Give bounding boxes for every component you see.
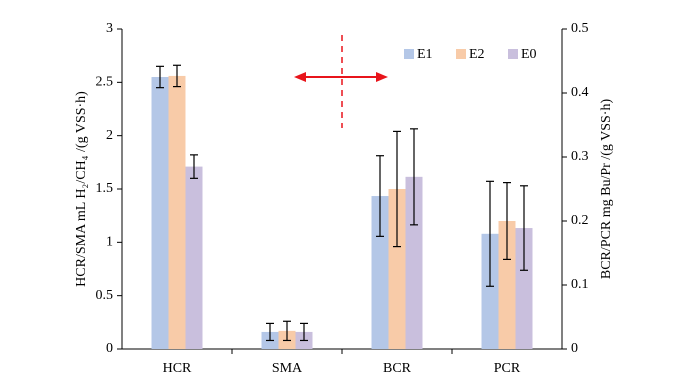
error-bar xyxy=(486,180,494,287)
legend-label: E0 xyxy=(521,47,537,62)
y-tick-label: 0.5 xyxy=(96,288,114,303)
bar xyxy=(371,196,389,349)
y2-tick-label: 0.3 xyxy=(571,149,589,164)
legend-swatch xyxy=(508,49,518,59)
legend-label: E2 xyxy=(469,47,485,62)
bar xyxy=(405,176,423,349)
y2-tick-label: 0.5 xyxy=(571,21,589,36)
y2-tick-label: 0.4 xyxy=(571,85,589,100)
y-tick-label: 1.5 xyxy=(96,181,114,196)
x-tick-label: PCR xyxy=(494,361,521,376)
y-tick-label: 0 xyxy=(106,341,113,356)
error-bar xyxy=(173,64,181,88)
y2-axis-label: BCR/PCR mg Bu/Pr /(g VSS·h) xyxy=(599,99,614,280)
bar xyxy=(481,233,499,349)
bar xyxy=(388,189,406,349)
y-axis-label: HCR/SMA mL H₂/CH₄ /(g VSS·h) xyxy=(74,91,89,287)
error-bar xyxy=(393,130,401,248)
y2-tick-label: 0 xyxy=(571,341,578,356)
bar xyxy=(185,166,203,349)
legend-swatch xyxy=(404,49,414,59)
y-tick-label: 3 xyxy=(106,21,113,36)
error-bar xyxy=(300,322,308,342)
error-bar xyxy=(520,185,528,271)
bar xyxy=(515,228,533,349)
x-tick-label: BCR xyxy=(383,361,412,376)
error-bar xyxy=(266,322,274,342)
bar xyxy=(498,221,516,349)
y-tick-label: 1 xyxy=(106,235,113,250)
y2-tick-label: 0.1 xyxy=(571,277,589,292)
bar xyxy=(168,75,186,349)
error-bar xyxy=(410,128,418,226)
error-bar xyxy=(503,182,511,260)
double-arrow xyxy=(294,72,388,82)
error-bar xyxy=(156,65,164,89)
y-tick-label: 2 xyxy=(106,128,113,143)
y2-tick-label: 0.2 xyxy=(571,213,589,228)
bar xyxy=(151,77,169,349)
y-tick-label: 2.5 xyxy=(96,75,114,90)
x-tick-label: SMA xyxy=(272,361,303,376)
legend-swatch xyxy=(456,49,466,59)
error-bar xyxy=(190,154,198,179)
error-bar xyxy=(376,155,384,237)
x-tick-label: HCR xyxy=(163,361,192,376)
legend-label: E1 xyxy=(417,47,433,62)
error-bar xyxy=(283,320,291,342)
